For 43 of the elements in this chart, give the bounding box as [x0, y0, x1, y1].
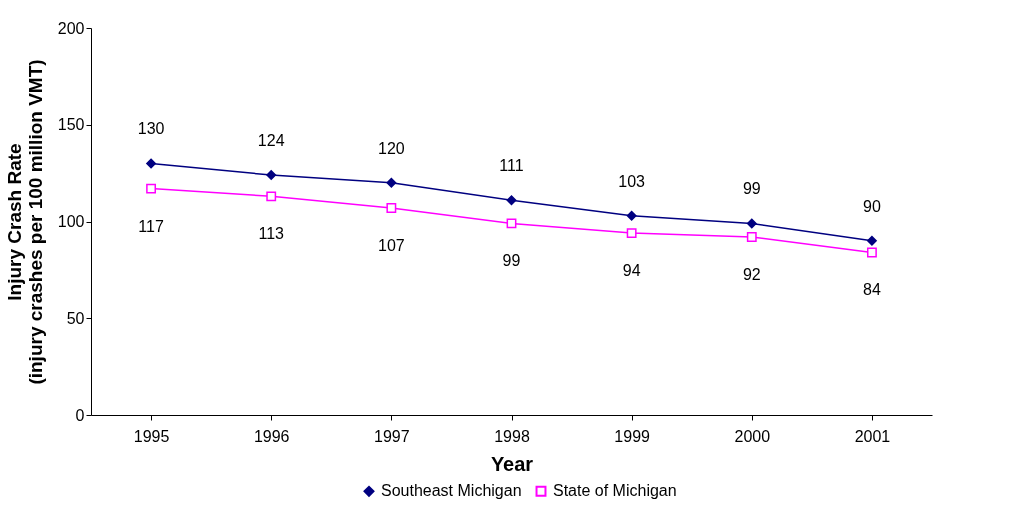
point — [266, 170, 277, 180]
point — [146, 158, 156, 169]
legend-label: State of Michigan — [553, 482, 677, 500]
y-tick-label: 0 — [75, 406, 85, 424]
x-tick-label: 1996 — [253, 427, 290, 445]
x-tick-label: 2001 — [854, 427, 891, 445]
x-axis-title: Year — [490, 452, 534, 475]
point — [867, 247, 877, 258]
data-label: 111 — [499, 157, 524, 175]
data-label: 117 — [138, 217, 164, 235]
data-label: 90 — [863, 197, 881, 215]
point — [146, 183, 157, 194]
data-label: 84 — [863, 281, 881, 299]
data-label: 99 — [502, 252, 521, 270]
x-tick-label: 1995 — [133, 427, 170, 445]
data-label: 107 — [378, 236, 405, 254]
data-label: 113 — [258, 225, 285, 243]
y-tick-label: 200 — [57, 19, 85, 37]
point — [746, 232, 757, 242]
y-tick-label: 150 — [57, 116, 85, 134]
point — [867, 235, 877, 246]
data-label: 92 — [742, 265, 761, 283]
data-label: 103 — [618, 172, 646, 190]
data-label: 94 — [622, 262, 641, 280]
y-tick-label: 100 — [57, 213, 85, 230]
x-tick-label: 1999 — [614, 427, 651, 445]
x-tick-label: 2000 — [734, 427, 771, 445]
point — [386, 177, 397, 188]
point — [506, 195, 517, 206]
point — [746, 218, 757, 229]
y-tick-label: 50 — [66, 309, 85, 327]
point — [266, 191, 277, 202]
point — [626, 210, 637, 221]
point — [626, 228, 637, 239]
point — [386, 203, 397, 213]
legend-label: Southeast Michigan — [381, 482, 522, 500]
data-label: 130 — [137, 120, 165, 138]
x-tick-label: 1997 — [374, 427, 410, 445]
data-label: 120 — [378, 139, 405, 157]
data-label: 124 — [257, 132, 285, 150]
y-axis-title: Injury Crash Rate (injury crashes per 100 million VMT) — [3, 59, 46, 385]
data-label: 99 — [742, 180, 761, 198]
x-tick-label: 1998 — [494, 427, 530, 445]
